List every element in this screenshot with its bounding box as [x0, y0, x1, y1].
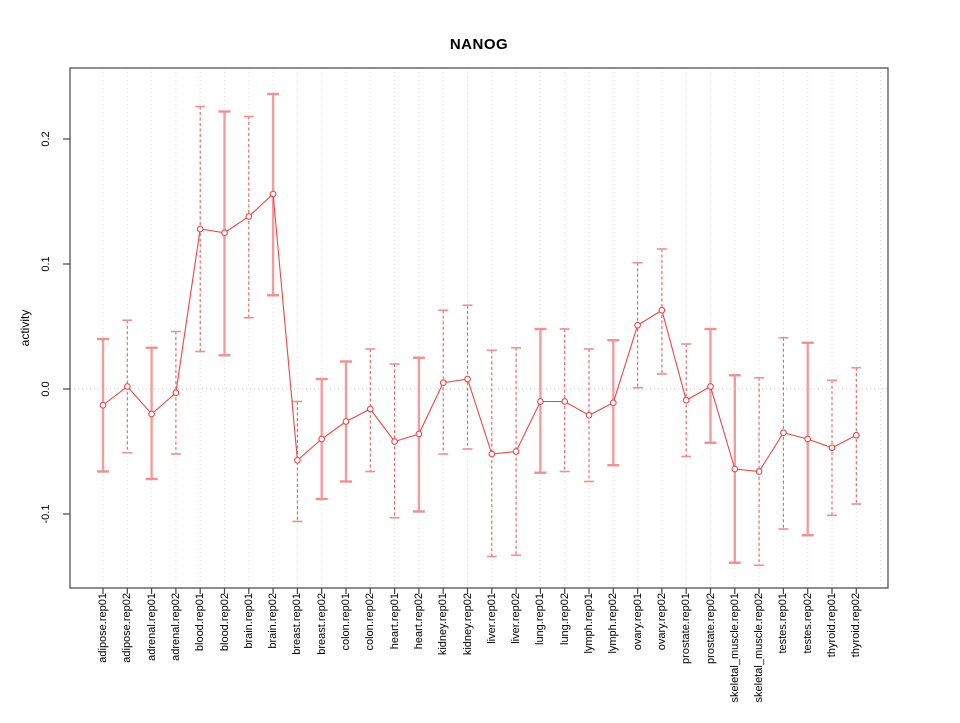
- data-line: [102, 192, 857, 473]
- data-point-marker: [318, 435, 326, 443]
- data-point-marker: [512, 448, 520, 455]
- x-tick-label: brain.rep02: [267, 593, 280, 649]
- data-point-marker: [488, 450, 496, 458]
- data-point-marker: [366, 405, 374, 413]
- data-point-marker: [123, 383, 131, 390]
- x-tick-label: skeletal_muscle.rep02: [753, 593, 766, 703]
- data-point-marker: [561, 398, 569, 405]
- x-tick-label: breast.rep01: [291, 593, 304, 655]
- x-tick-label: liver.rep02: [510, 593, 523, 644]
- x-tick-label: lung.rep01: [534, 593, 547, 645]
- x-tick-label: adrenal.rep01: [145, 593, 158, 661]
- y-axis-title: activity: [18, 309, 32, 347]
- data-point-marker: [852, 431, 860, 439]
- data-point-marker: [269, 190, 277, 198]
- x-tick-label: kidney.rep02: [461, 593, 474, 656]
- x-tick-label: ovary.rep01: [631, 593, 644, 651]
- data-point-marker: [804, 435, 812, 443]
- x-tick-label: kidney.rep01: [437, 593, 450, 656]
- data-point-marker: [391, 438, 398, 445]
- x-tick-label: heart.rep02: [412, 593, 425, 650]
- x-tick-label: prostate.rep02: [704, 593, 717, 664]
- data-point-marker: [439, 379, 447, 387]
- data-point-marker: [707, 383, 714, 390]
- x-tick-label: prostate.rep01: [680, 593, 693, 664]
- data-point-marker: [294, 456, 301, 464]
- data-point-marker: [755, 468, 763, 475]
- y-tick-label: 0.0: [40, 381, 52, 397]
- x-tick-label: thyroid.rep01: [826, 593, 838, 658]
- y-tick-label: -0.1: [40, 504, 52, 524]
- data-point-marker: [609, 399, 617, 407]
- x-tick-label: blood.rep01: [194, 593, 207, 652]
- x-tick-label: lymph.rep02: [607, 593, 620, 654]
- x-tick-label: ovary.rep02: [655, 593, 668, 651]
- x-tick-label: adipose.rep02: [121, 593, 134, 663]
- data-point-marker: [537, 398, 544, 405]
- x-tick-label: adrenal.rep02: [169, 593, 182, 661]
- x-tick-label: lung.rep02: [558, 593, 571, 645]
- data-point-marker: [585, 411, 593, 419]
- x-tick-label: adipose.rep01: [97, 593, 109, 663]
- x-tick-label: lymph.rep01: [583, 593, 595, 654]
- plot-border: [69, 67, 889, 589]
- x-tick-label: thyroid.rep02: [850, 593, 863, 658]
- y-tick-label: 0.2: [40, 131, 52, 147]
- x-tick-label: testes.rep02: [801, 593, 814, 654]
- data-point-marker: [682, 396, 690, 404]
- data-point-marker: [828, 444, 836, 452]
- data-point-marker: [731, 465, 739, 473]
- x-tick-label: heart.rep01: [388, 593, 401, 650]
- x-tick-label: breast.rep02: [315, 593, 328, 655]
- x-tick-label: testes.rep01: [777, 593, 790, 654]
- data-point-marker: [245, 213, 253, 220]
- data-point-marker: [634, 321, 641, 329]
- x-tick-label: skeletal_muscle.rep01: [728, 593, 741, 703]
- plot-area: [63, 67, 889, 594]
- data-point-marker: [415, 430, 423, 438]
- data-point-marker: [99, 401, 107, 409]
- data-point-marker: [148, 410, 155, 418]
- data-point-marker: [221, 229, 228, 237]
- data-point-marker: [658, 306, 666, 314]
- data-point-marker: [780, 429, 787, 437]
- x-tick-label: liver.rep01: [485, 593, 498, 644]
- x-tick-label: brain.rep01: [242, 593, 255, 649]
- x-tick-label: colon.rep01: [340, 593, 352, 651]
- data-point-marker: [196, 225, 204, 233]
- data-point-marker: [172, 389, 180, 397]
- x-tick-label: blood.rep02: [218, 593, 231, 652]
- y-tick-label: 0.1: [40, 256, 52, 272]
- data-point-marker: [464, 375, 471, 383]
- x-tick-label: colon.rep02: [364, 593, 377, 651]
- data-point-marker: [342, 418, 350, 425]
- chart-title: NANOG: [449, 36, 509, 53]
